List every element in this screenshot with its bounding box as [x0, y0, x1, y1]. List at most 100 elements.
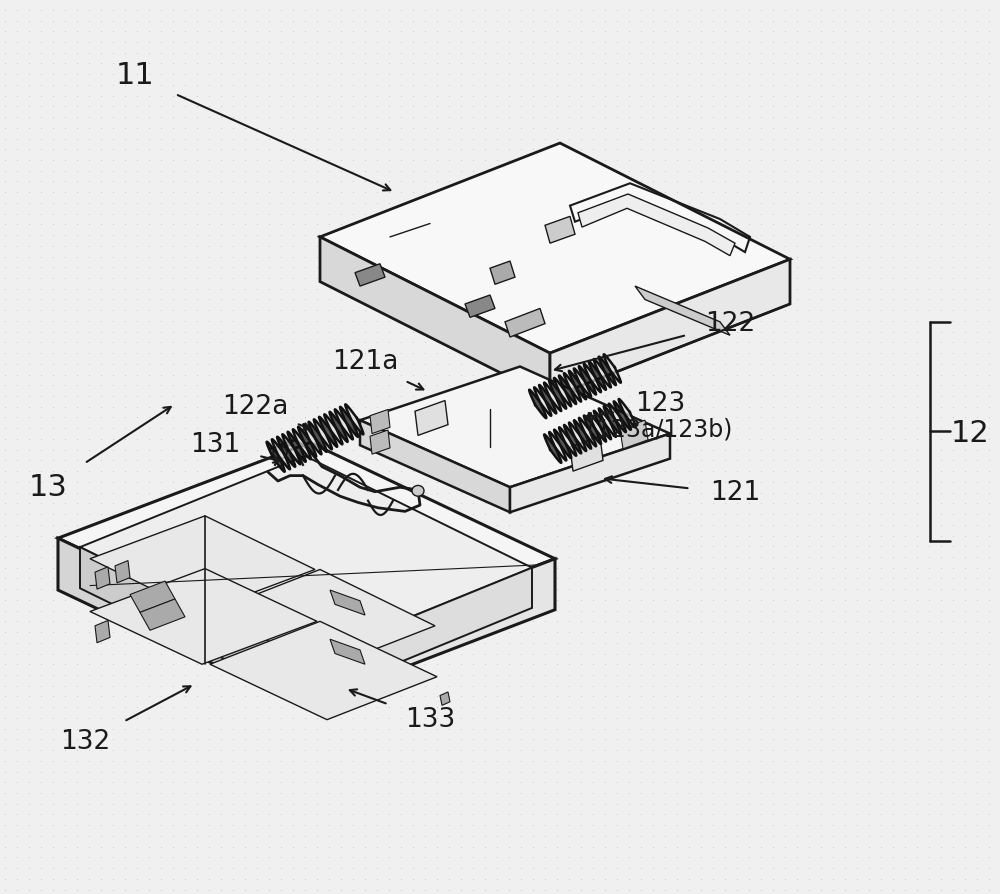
- Point: [765, 754, 781, 768]
- Point: [597, 743, 613, 757]
- Point: [957, 721, 973, 736]
- Point: [873, 260, 889, 274]
- Point: [33, 507, 49, 521]
- Point: [261, 410, 277, 425]
- Point: [933, 78, 949, 92]
- Point: [609, 464, 625, 478]
- Point: [981, 282, 997, 296]
- Point: [717, 3, 733, 17]
- Point: [909, 764, 925, 779]
- Point: [333, 593, 349, 607]
- Polygon shape: [557, 386, 565, 400]
- Polygon shape: [613, 415, 618, 423]
- Polygon shape: [370, 430, 390, 454]
- Point: [897, 689, 913, 704]
- Point: [909, 174, 925, 189]
- Point: [885, 807, 901, 822]
- Point: [141, 721, 157, 736]
- Point: [633, 764, 649, 779]
- Point: [849, 839, 865, 854]
- Point: [849, 271, 865, 285]
- Point: [81, 646, 97, 661]
- Point: [729, 786, 745, 800]
- Point: [633, 24, 649, 38]
- Point: [189, 13, 205, 28]
- Point: [0, 818, 13, 832]
- Point: [153, 335, 169, 350]
- Point: [681, 153, 697, 167]
- Point: [309, 754, 325, 768]
- Point: [549, 185, 565, 199]
- Point: [933, 335, 949, 350]
- Point: [717, 518, 733, 532]
- Point: [513, 732, 529, 746]
- Polygon shape: [561, 429, 576, 453]
- Point: [501, 378, 517, 392]
- Point: [945, 786, 961, 800]
- Point: [777, 142, 793, 156]
- Point: [69, 850, 85, 864]
- Point: [933, 292, 949, 307]
- Point: [669, 850, 685, 864]
- Point: [105, 46, 121, 60]
- Point: [405, 335, 421, 350]
- Point: [81, 700, 97, 714]
- Point: [909, 786, 925, 800]
- Point: [321, 764, 337, 779]
- Point: [717, 839, 733, 854]
- Point: [81, 282, 97, 296]
- Point: [69, 561, 85, 575]
- Point: [933, 743, 949, 757]
- Point: [309, 207, 325, 221]
- Point: [201, 325, 217, 339]
- Point: [657, 410, 673, 425]
- Point: [657, 689, 673, 704]
- Point: [657, 818, 673, 832]
- Point: [45, 872, 61, 886]
- Point: [285, 689, 301, 704]
- Point: [885, 314, 901, 328]
- Point: [633, 174, 649, 189]
- Point: [381, 3, 397, 17]
- Point: [129, 882, 145, 894]
- Point: [525, 357, 541, 371]
- Point: [741, 367, 757, 382]
- Point: [501, 872, 517, 886]
- Point: [561, 303, 577, 317]
- Point: [309, 882, 325, 894]
- Point: [597, 603, 613, 618]
- Point: [609, 346, 625, 360]
- Point: [309, 335, 325, 350]
- Point: [93, 528, 109, 543]
- Point: [945, 207, 961, 221]
- Point: [645, 249, 661, 264]
- Point: [489, 56, 505, 71]
- Polygon shape: [287, 449, 290, 452]
- Point: [297, 174, 313, 189]
- Point: [417, 121, 433, 135]
- Point: [525, 657, 541, 671]
- Point: [597, 636, 613, 650]
- Point: [441, 153, 457, 167]
- Point: [429, 410, 445, 425]
- Point: [849, 67, 865, 81]
- Point: [153, 196, 169, 210]
- Polygon shape: [303, 442, 305, 444]
- Point: [237, 335, 253, 350]
- Point: [405, 185, 421, 199]
- Point: [489, 582, 505, 596]
- Point: [69, 764, 85, 779]
- Point: [885, 507, 901, 521]
- Point: [273, 507, 289, 521]
- Point: [825, 357, 841, 371]
- Point: [501, 775, 517, 789]
- Point: [837, 593, 853, 607]
- Point: [633, 732, 649, 746]
- Point: [525, 807, 541, 822]
- Point: [921, 496, 937, 510]
- Point: [225, 561, 241, 575]
- Point: [669, 582, 685, 596]
- Point: [117, 121, 133, 135]
- Polygon shape: [576, 430, 583, 442]
- Point: [549, 110, 565, 124]
